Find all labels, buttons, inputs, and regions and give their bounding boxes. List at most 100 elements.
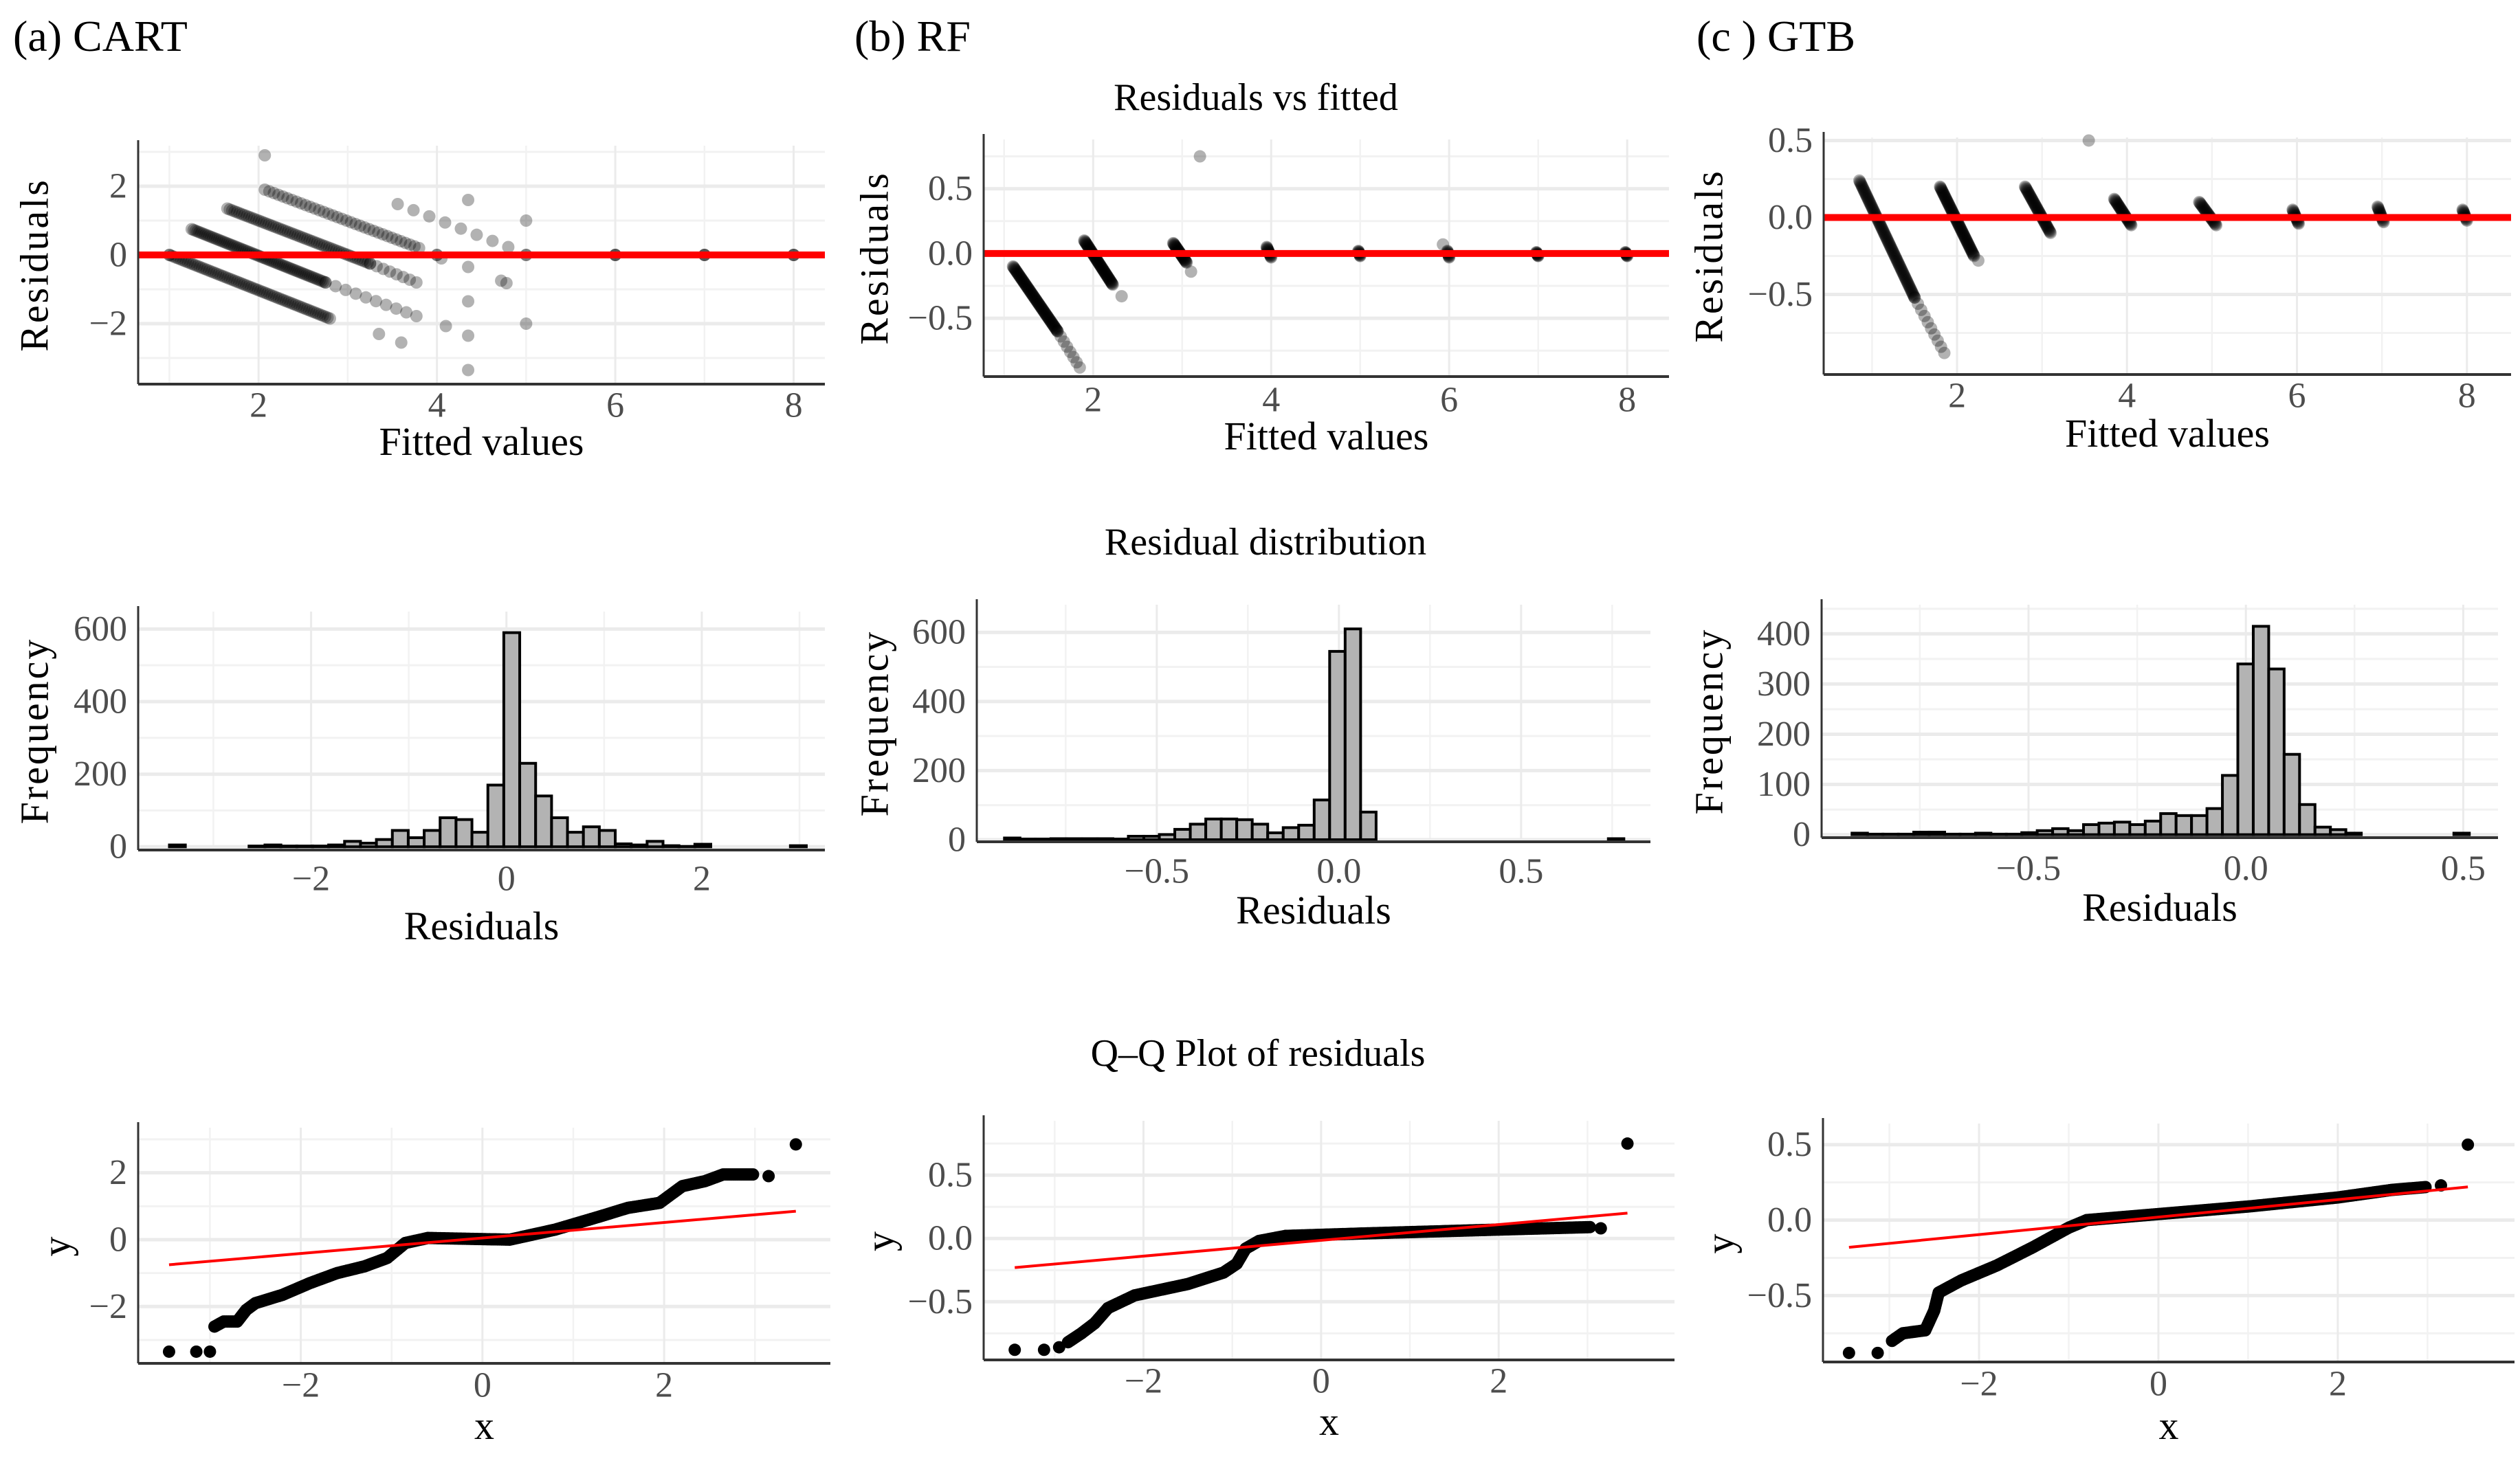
x-tick-label: 0 [2149, 1365, 2167, 1404]
scatter-point [1091, 254, 1104, 267]
scatter-point [1035, 302, 1048, 315]
scatter-point [294, 266, 307, 279]
scatter-point [298, 267, 311, 280]
scatter-point [1963, 241, 1976, 254]
scatter-point [1093, 257, 1106, 270]
scatter-point [322, 241, 335, 254]
scatter-point [2372, 203, 2385, 216]
scatter-point [290, 195, 303, 208]
scatter-point [319, 276, 332, 289]
y-tick-label: −0.5 [1748, 275, 1813, 314]
scatter-point [1854, 177, 1867, 190]
scatter-point [454, 222, 467, 235]
scatter-point [1032, 297, 1045, 310]
scatter-point [2286, 204, 2299, 217]
y-tick-label: 200 [912, 751, 966, 790]
y-axis-title: y [34, 1235, 79, 1257]
scatter-point [1928, 328, 1941, 341]
histogram-bar [1281, 826, 1301, 841]
scatter-point [244, 280, 257, 293]
scatter-point [2210, 219, 2223, 232]
scatter-point [1866, 201, 1879, 214]
chart-qq-rf: −2 0 2 −0.5 0.0 0.5 x y [858, 1115, 1675, 1444]
scatter-point [1903, 282, 1916, 295]
scatter-point [1894, 260, 1907, 273]
histogram-bar [2251, 625, 2270, 836]
qq-point [1842, 1346, 1855, 1359]
scatter-point [1903, 280, 1916, 293]
scatter-point [1895, 263, 1908, 276]
scatter-point [2029, 198, 2042, 211]
scatter-point [317, 275, 330, 288]
scatter-point [1882, 236, 1895, 249]
histogram-bar [1266, 831, 1285, 841]
scatter-point [1039, 307, 1052, 320]
scatter-point [1024, 285, 1037, 298]
scatter-point [315, 238, 328, 252]
histogram-bar [566, 831, 585, 849]
panel-title-rf: (b) RF [854, 12, 971, 60]
histogram-bar [788, 844, 808, 849]
scatter-point [358, 221, 371, 234]
scatter-point [1905, 286, 1919, 299]
scatter-point [1898, 270, 1911, 283]
scatter-point [364, 257, 377, 270]
histogram-bar [1881, 832, 1900, 836]
scatter-point [1096, 263, 1109, 276]
scatter-point [1918, 309, 1931, 322]
x-tick-label: 0 [474, 1366, 491, 1405]
scatter-point [247, 212, 261, 225]
scatter-point [1018, 276, 1031, 289]
histogram-bar [1974, 831, 1993, 836]
scatter-point [216, 235, 229, 248]
scatter-point [210, 233, 223, 246]
scatter-point [1886, 245, 1899, 258]
scatter-point [1934, 180, 1947, 193]
histogram-bar [2020, 831, 2039, 836]
scatter-point [228, 274, 241, 287]
scatter-point [318, 239, 331, 252]
scatter-point [310, 236, 323, 249]
scatter-point [1897, 269, 1910, 282]
scatter-point [462, 329, 475, 342]
scatter-point [1094, 260, 1107, 273]
scatter-point [1027, 289, 1040, 302]
scatter-point [1092, 256, 1105, 269]
scatter-point [1942, 197, 1955, 210]
histogram-bar [693, 842, 713, 849]
x-tick-label: 4 [2118, 377, 2136, 416]
scatter-point [1081, 239, 1094, 252]
scatter-point [1937, 187, 1950, 200]
scatter-point [486, 234, 499, 247]
scatter-point [265, 289, 278, 302]
histogram-bar [2344, 831, 2363, 836]
scatter-point [2026, 193, 2039, 206]
scatter-point [289, 228, 302, 241]
scatter-point [291, 229, 304, 242]
histogram-bar [1049, 837, 1068, 841]
scatter-point [1861, 191, 1874, 204]
x-tick-label: 0 [498, 860, 516, 899]
scatter-point [1884, 241, 1897, 254]
scatter-point [187, 223, 200, 236]
scatter-point [1934, 181, 1947, 194]
scatter-point [410, 310, 423, 322]
scatter-point [2193, 197, 2207, 210]
scatter-point [2111, 197, 2124, 210]
scatter-point [1941, 194, 1954, 208]
scatter-point [1945, 204, 1958, 217]
scatter-point [232, 276, 245, 289]
scatter-point [2023, 188, 2036, 201]
qq-point [762, 1170, 775, 1183]
scatter-point [384, 265, 397, 278]
histogram-bar [1018, 837, 1037, 841]
scatter-point [1890, 254, 1903, 267]
x-tick-label: 0.5 [1499, 852, 1543, 891]
section-title-qq-plot: Q–Q Plot of residuals [1091, 1032, 1426, 1075]
histogram-bar [1897, 832, 1916, 836]
scatter-point [181, 256, 195, 269]
scatter-point [228, 240, 241, 253]
scatter-point [276, 190, 289, 203]
y-axis-title: Residuals [12, 178, 57, 352]
scatter-point [1859, 188, 1872, 201]
